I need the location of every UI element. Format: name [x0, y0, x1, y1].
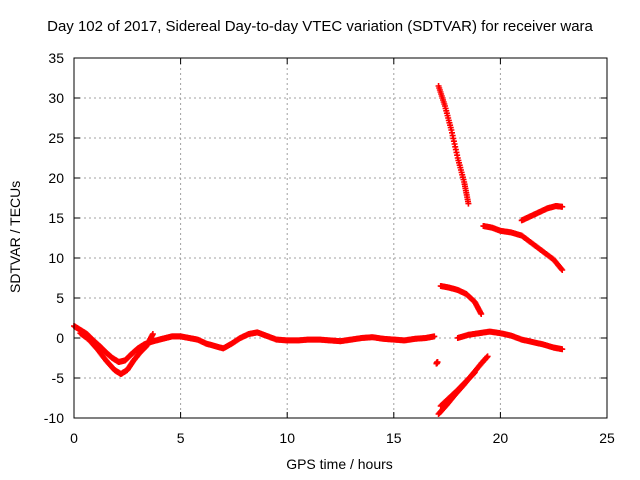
y-tick-label: 15 — [48, 210, 64, 226]
y-tick-label: 30 — [48, 90, 64, 106]
data-point — [484, 353, 491, 360]
data-point — [431, 333, 438, 340]
x-tick-label: 5 — [177, 430, 185, 446]
x-tick-label: 0 — [70, 430, 78, 446]
data-point — [558, 265, 565, 272]
series-segment-late-high — [518, 203, 566, 224]
data-point — [559, 203, 566, 210]
axis-ticks: 0 5 10 15 20 25 -10 -5 0 5 10 15 20 25 30 35 — [44, 50, 615, 446]
series-isolated-points — [433, 359, 441, 367]
grid-lines — [74, 58, 607, 418]
y-tick-label: 0 — [56, 330, 64, 346]
chart-title: Day 102 of 2017, Sidereal Day-to-day VTE… — [47, 18, 593, 35]
series-segment-rising-lower-b — [437, 369, 478, 409]
x-tick-label: 10 — [279, 430, 295, 446]
series-main-track — [71, 323, 438, 365]
data-point — [559, 346, 566, 353]
y-tick-label: 20 — [48, 170, 64, 186]
data-point — [149, 331, 156, 337]
data-point — [478, 311, 485, 317]
series-segment-high-descending — [435, 83, 472, 207]
x-tick-label: 25 — [599, 430, 615, 446]
y-tick-label: -10 — [44, 410, 64, 426]
series-segment-mid-descending — [437, 283, 485, 317]
y-tick-label: 10 — [48, 250, 64, 266]
plot-frame — [73, 57, 608, 419]
data-point — [471, 369, 478, 376]
x-tick-label: 20 — [493, 430, 509, 446]
y-tick-label: -5 — [52, 370, 65, 386]
series-segment-fourteen — [480, 223, 566, 273]
y-tick-label: 5 — [56, 290, 64, 306]
data-point — [465, 200, 472, 207]
data-marks — [71, 83, 566, 417]
y-tick-label: 35 — [48, 50, 64, 66]
series-lower-track-a — [77, 330, 156, 377]
x-axis-label: GPS time / hours — [286, 456, 393, 472]
x-tick-label: 15 — [386, 430, 402, 446]
y-tick-label: 25 — [48, 130, 64, 146]
data-point — [470, 370, 477, 377]
series-segment-around-zero — [454, 328, 566, 353]
data-point — [434, 359, 441, 365]
data-point — [559, 267, 566, 273]
